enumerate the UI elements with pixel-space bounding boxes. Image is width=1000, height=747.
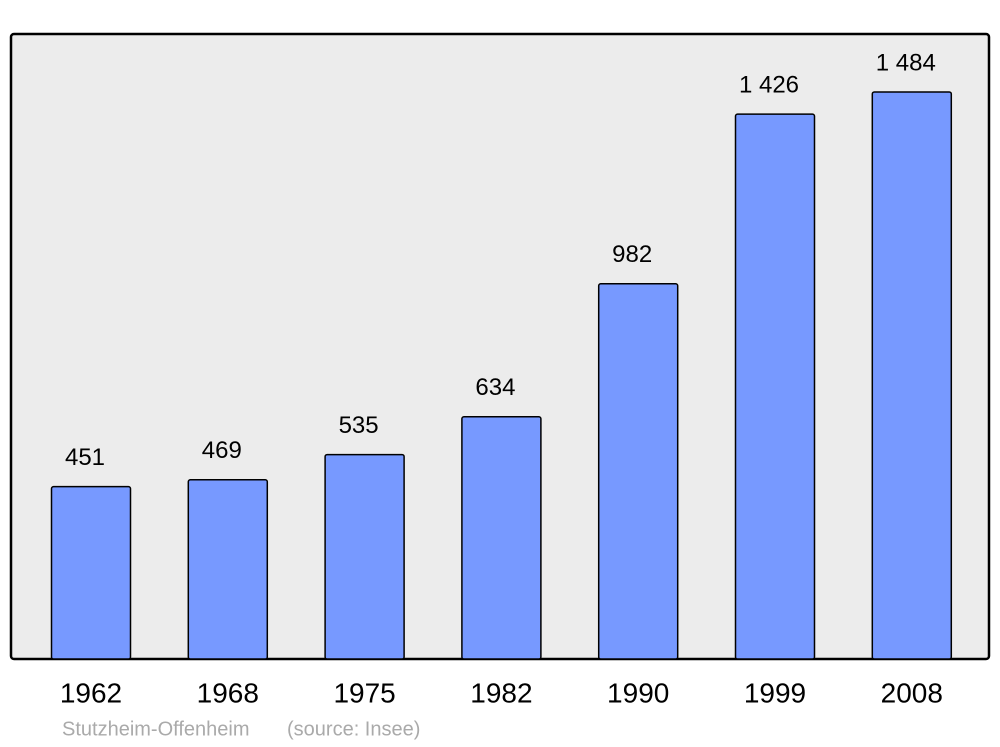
value-label: 982 — [612, 241, 652, 268]
source-note: (source: Insee) — [287, 718, 420, 740]
value-label: 1 426 — [739, 72, 799, 99]
bar — [324, 453, 405, 660]
bar — [50, 485, 132, 660]
bar — [187, 479, 269, 660]
bar — [461, 416, 542, 660]
x-tick-label: 1962 — [60, 677, 122, 708]
bar — [871, 91, 953, 660]
x-tick-label: 1968 — [197, 677, 259, 708]
value-label: 634 — [475, 374, 515, 401]
x-tick-label: 1990 — [607, 677, 669, 708]
value-label: 1 484 — [876, 49, 936, 76]
x-tick-label: 1975 — [333, 677, 395, 708]
chart-title: Stutzheim-Offenheim — [62, 718, 250, 740]
value-label: 535 — [339, 412, 379, 439]
bar — [734, 113, 816, 660]
x-tick-label: 1982 — [470, 677, 532, 708]
bar — [597, 283, 679, 660]
x-tick-label: 1999 — [744, 677, 806, 708]
x-tick-label: 2008 — [881, 677, 943, 708]
value-label: 469 — [202, 437, 242, 464]
value-label: 451 — [65, 444, 105, 471]
